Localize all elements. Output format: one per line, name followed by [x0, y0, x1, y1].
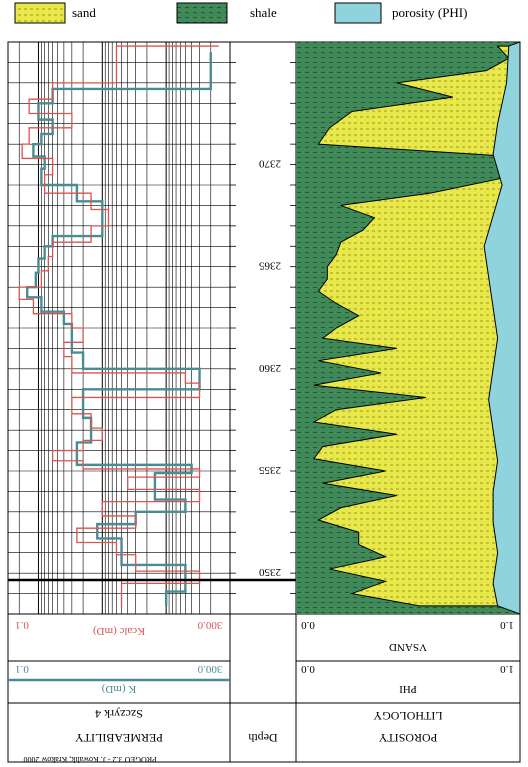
kcalc-label: Kcalc (mD) [93, 625, 146, 637]
k-min: 0.1 [15, 663, 29, 675]
depth-label-group: 2350 [259, 566, 282, 578]
footer-text: PROGEO 3.2 - J. Kowalik, Krakow 2000 [23, 755, 156, 764]
legend-label-shale: shale [250, 5, 277, 20]
kcalc-min: 0.1 [15, 619, 29, 631]
depth-label: 2350 [259, 566, 282, 578]
depth-label: 2355 [259, 464, 282, 476]
header-left-title: PERMEABILITY [75, 731, 163, 745]
phi-min: 0.0 [301, 663, 315, 675]
kcalc-curve [18, 45, 219, 608]
legend: sand shale porosity (PHI) [14, 2, 467, 24]
footer: PROGEO 3.2 - J. Kowalik, Krakow 2000 [23, 755, 156, 764]
scale-labels: Kcalc (mD) 0.1 300.0 0.1 300.0 K (mD) 0.… [8, 619, 514, 695]
legend-label-sand: sand [72, 5, 96, 20]
legend-label-porosity: porosity (PHI) [392, 5, 467, 20]
kcalc-scale: Kcalc (mD) [93, 625, 146, 637]
permeability-grid [8, 42, 230, 614]
vsand-max: 1.0 [500, 619, 514, 631]
permeability-curves [18, 45, 219, 608]
sand-fill [312, 45, 520, 607]
legend-swatch-sand [14, 2, 66, 24]
legend-swatch-shale [176, 2, 228, 24]
kcalc-max: 300.0 [197, 619, 222, 631]
depth-label: 2370 [259, 158, 282, 170]
lithology-track [296, 42, 520, 614]
depth-label-group: 2355 [259, 464, 282, 476]
k-max: 300.0 [197, 663, 222, 675]
header-depth: Depth [248, 731, 277, 745]
header-right-title-line1: POROSITY [378, 731, 437, 745]
phi-max: 1.0 [500, 663, 514, 675]
vsand-min: 0.0 [301, 619, 315, 631]
phi-label: PHI [399, 683, 417, 695]
depth-label: 2360 [259, 362, 282, 374]
depth-label: 2365 [259, 260, 282, 272]
depth-track: 2350 2355 2360 2365 2370 [230, 41, 296, 615]
header-right-title-line2: LITHOLOGY [373, 709, 443, 723]
depth-label-group: 2370 [259, 158, 282, 170]
depth-label-group: 2360 [259, 362, 282, 374]
porosity-fill [483, 42, 520, 614]
depth-label-group: 2365 [259, 260, 282, 272]
vsand-label: VSAND [389, 641, 427, 653]
k-curve [26, 52, 212, 606]
k-label: K (mD) [101, 683, 136, 695]
legend-swatch-porosity [334, 2, 382, 24]
header-left-subtitle: Szczyrk 4 [95, 707, 143, 721]
headers: Szczyrk 4 PERMEABILITY Depth POROSITY LI… [75, 707, 443, 745]
